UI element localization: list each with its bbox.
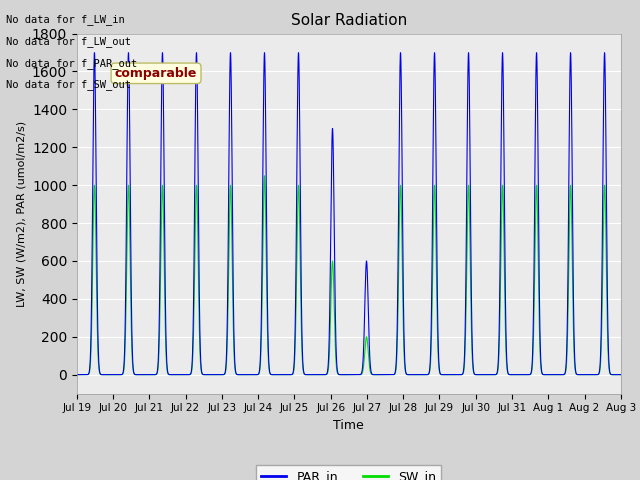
Line: PAR_in: PAR_in — [77, 53, 621, 375]
Y-axis label: LW, SW (W/m2), PAR (umol/m2/s): LW, SW (W/m2), PAR (umol/m2/s) — [16, 120, 26, 307]
Text: No data for f_PAR_out: No data for f_PAR_out — [6, 58, 138, 69]
Text: No data for f_LW_in: No data for f_LW_in — [6, 14, 125, 25]
X-axis label: Time: Time — [333, 419, 364, 432]
PAR_in — [90, 50, 98, 56]
SW_in — [73, 372, 81, 378]
PAR_in — [398, 165, 406, 171]
SW_in — [398, 250, 406, 256]
SW_in — [186, 372, 193, 377]
PAR_in — [539, 372, 547, 377]
Text: comparable: comparable — [115, 67, 197, 80]
SW_in — [525, 372, 532, 378]
SW_in — [539, 372, 547, 377]
PAR_in — [525, 372, 532, 378]
PAR_in — [186, 372, 193, 377]
SW_in — [498, 192, 506, 197]
PAR_in — [73, 372, 81, 378]
SW_in — [369, 372, 377, 377]
Text: No data for f_LW_out: No data for f_LW_out — [6, 36, 131, 47]
PAR_in — [617, 372, 625, 378]
Line: SW_in: SW_in — [77, 176, 621, 375]
PAR_in — [498, 65, 506, 71]
SW_in — [260, 173, 268, 179]
Legend: PAR_in, SW_in: PAR_in, SW_in — [257, 465, 441, 480]
PAR_in — [369, 372, 377, 377]
SW_in — [617, 372, 625, 378]
Title: Solar Radiation: Solar Radiation — [291, 13, 407, 28]
Text: No data for f_SW_out: No data for f_SW_out — [6, 79, 131, 90]
